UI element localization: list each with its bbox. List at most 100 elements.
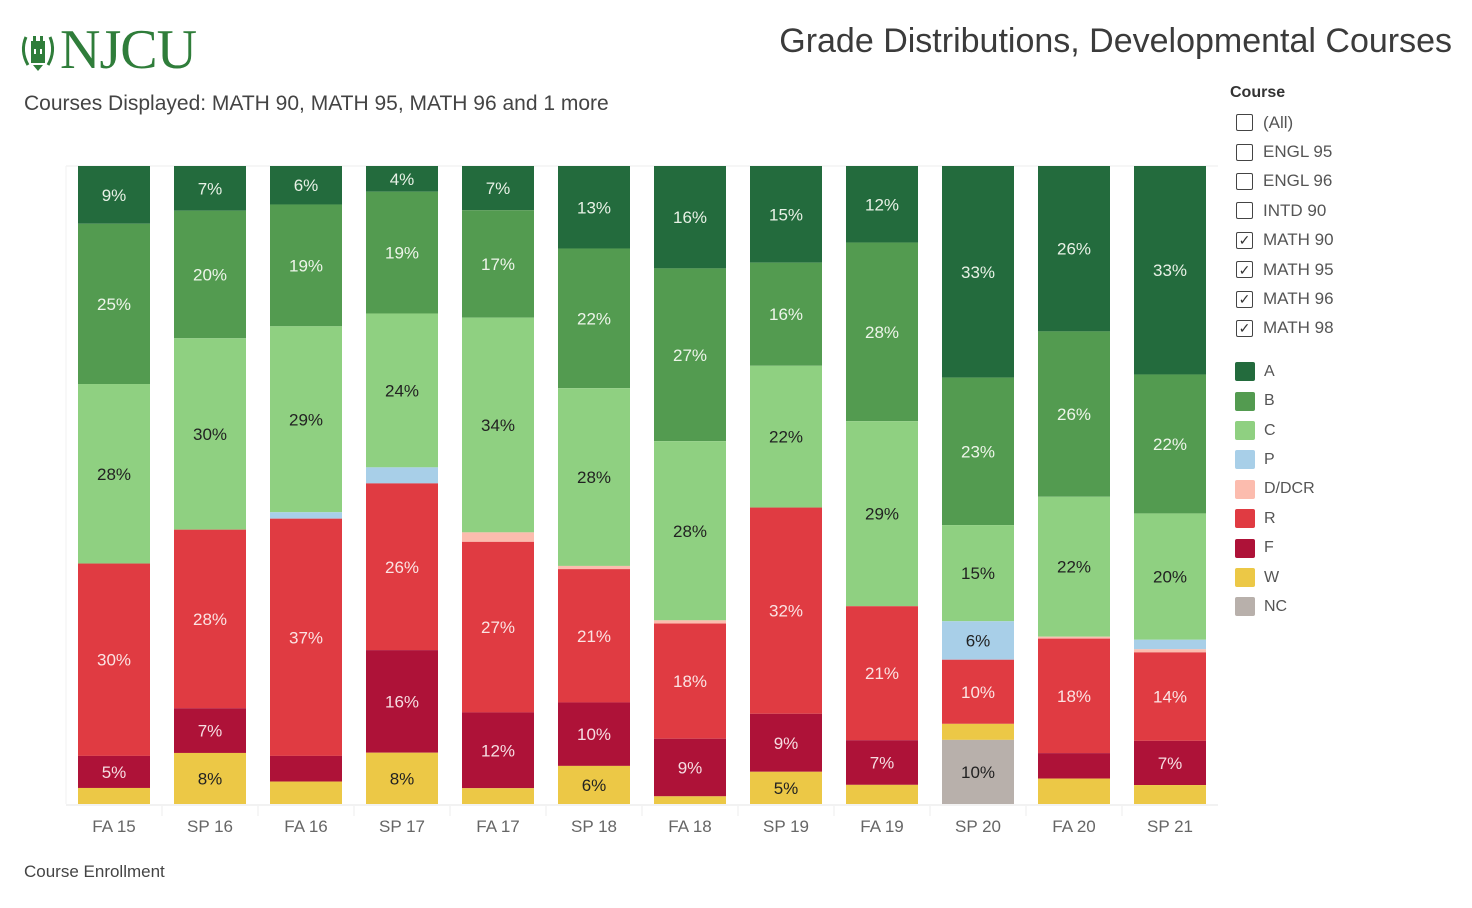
bar-segment-r[interactable] xyxy=(1038,638,1110,754)
checkbox-checked[interactable]: ✓ xyxy=(1236,319,1253,337)
bar-segment-a[interactable] xyxy=(942,166,1014,378)
bar-segment-a[interactable] xyxy=(270,166,342,205)
legend-item[interactable]: W xyxy=(1230,563,1334,592)
bar-segment-a[interactable] xyxy=(1134,166,1206,375)
checkbox-unchecked[interactable] xyxy=(1236,143,1253,161)
bar-segment-w[interactable] xyxy=(174,752,246,804)
bar-segment-w[interactable] xyxy=(1134,785,1206,804)
bar-segment-c[interactable] xyxy=(366,313,438,468)
bar-segment-c[interactable] xyxy=(942,525,1014,622)
bar-segment-f[interactable] xyxy=(1038,753,1110,779)
bar-segment-d-dcr[interactable] xyxy=(1038,636,1110,639)
bar-segment-p[interactable] xyxy=(1134,639,1206,650)
bar-segment-r[interactable] xyxy=(654,623,726,739)
bar-segment-a[interactable] xyxy=(366,166,438,192)
bar-segment-b[interactable] xyxy=(174,210,246,339)
course-filter-item[interactable]: ✓ MATH 90 xyxy=(1230,226,1334,255)
legend-item[interactable]: F xyxy=(1230,533,1334,562)
bar-segment-r[interactable] xyxy=(750,507,822,714)
bar-segment-b[interactable] xyxy=(942,377,1014,526)
bar-stack[interactable]: 12% 28% 29% 21% 7% xyxy=(846,166,918,804)
legend-item[interactable]: P xyxy=(1230,445,1334,474)
bar-segment-f[interactable] xyxy=(366,650,438,753)
bar-segment-r[interactable] xyxy=(942,659,1014,724)
bar-segment-b[interactable] xyxy=(1038,331,1110,497)
legend-item[interactable]: NC xyxy=(1230,592,1334,621)
bar-segment-b[interactable] xyxy=(750,262,822,366)
bar-segment-b[interactable] xyxy=(846,242,918,422)
bar-stack[interactable]: 7% 20% 30% 28% 7% 8% xyxy=(174,166,246,804)
course-filter-item[interactable]: ✓ MATH 96 xyxy=(1230,284,1334,313)
bar-stack[interactable]: 9% 25% 28% 30% 5% xyxy=(78,166,150,804)
bar-segment-a[interactable] xyxy=(462,166,534,211)
checkbox-unchecked[interactable] xyxy=(1236,172,1253,190)
bar-segment-d-dcr[interactable] xyxy=(462,532,534,542)
bar-segment-d-dcr[interactable] xyxy=(1134,649,1206,653)
bar-stack[interactable]: 26% 26% 22% 18% xyxy=(1038,166,1110,804)
bar-segment-c[interactable] xyxy=(270,326,342,513)
legend-item[interactable]: C xyxy=(1230,416,1334,445)
bar-stack[interactable]: 6% 19% 29% 37% xyxy=(270,166,342,804)
bar-segment-r[interactable] xyxy=(78,563,150,756)
bar-stack[interactable]: 4% 19% 24% 26% 16% 8% xyxy=(366,166,438,804)
checkbox-checked[interactable]: ✓ xyxy=(1236,261,1253,279)
bar-segment-r[interactable] xyxy=(462,541,534,713)
bar-segment-a[interactable] xyxy=(78,166,150,224)
bar-segment-a[interactable] xyxy=(1038,166,1110,332)
bar-stack[interactable]: 13% 22% 28% 21% 10% 6% xyxy=(558,166,630,804)
legend-item[interactable]: A xyxy=(1230,357,1334,386)
bar-segment-w[interactable] xyxy=(654,796,726,804)
bar-segment-d-dcr[interactable] xyxy=(654,620,726,624)
checkbox-unchecked[interactable] xyxy=(1236,114,1253,132)
legend-item[interactable]: B xyxy=(1230,387,1334,416)
course-filter-item[interactable]: (All) xyxy=(1230,108,1334,137)
legend-item[interactable]: R xyxy=(1230,504,1334,533)
bar-segment-c[interactable] xyxy=(846,421,918,607)
bar-segment-w[interactable] xyxy=(1038,778,1110,804)
bar-segment-w[interactable] xyxy=(558,765,630,804)
bar-segment-w[interactable] xyxy=(942,723,1014,740)
bar-segment-w[interactable] xyxy=(846,784,918,804)
bar-segment-w[interactable] xyxy=(462,788,534,804)
bar-segment-b[interactable] xyxy=(1134,374,1206,514)
bar-segment-b[interactable] xyxy=(558,248,630,389)
bar-segment-p[interactable] xyxy=(366,467,438,484)
bar-stack[interactable]: 33% 22% 20% 14% 7% xyxy=(1134,166,1206,804)
bar-segment-b[interactable] xyxy=(78,223,150,385)
bar-segment-r[interactable] xyxy=(270,518,342,756)
bar-segment-f[interactable] xyxy=(270,755,342,782)
checkbox-checked[interactable]: ✓ xyxy=(1236,290,1253,308)
bar-segment-c[interactable] xyxy=(174,338,246,530)
bar-segment-c[interactable] xyxy=(1134,513,1206,640)
bar-segment-c[interactable] xyxy=(654,441,726,621)
bar-segment-w[interactable] xyxy=(750,771,822,804)
bar-segment-w[interactable] xyxy=(270,781,342,804)
course-filter-item[interactable]: ✓ MATH 95 xyxy=(1230,255,1334,284)
bar-stack[interactable]: 33% 23% 15% 6% 10% 10% xyxy=(942,166,1014,804)
course-filter-item[interactable]: ENGL 96 xyxy=(1230,167,1334,196)
bar-segment-f[interactable] xyxy=(1134,740,1206,786)
bar-segment-f[interactable] xyxy=(174,708,246,753)
bar-segment-a[interactable] xyxy=(846,166,918,243)
bar-segment-r[interactable] xyxy=(366,483,438,651)
bar-segment-p[interactable] xyxy=(270,512,342,519)
bar-segment-p[interactable] xyxy=(942,621,1014,660)
bar-segment-f[interactable] xyxy=(846,740,918,785)
bar-segment-b[interactable] xyxy=(366,191,438,314)
bar-segment-f[interactable] xyxy=(78,755,150,788)
bar-stack[interactable]: 7% 17% 34% 27% 12% xyxy=(462,166,534,804)
bar-segment-c[interactable] xyxy=(78,384,150,564)
bar-segment-a[interactable] xyxy=(174,166,246,211)
legend-item[interactable]: D/DCR xyxy=(1230,475,1334,504)
bar-segment-b[interactable] xyxy=(462,210,534,318)
bar-segment-nc[interactable] xyxy=(942,739,1014,804)
bar-segment-b[interactable] xyxy=(654,268,726,442)
bar-segment-w[interactable] xyxy=(78,787,150,804)
bar-segment-f[interactable] xyxy=(654,738,726,797)
bar-segment-a[interactable] xyxy=(750,166,822,263)
bar-stack[interactable]: 16% 27% 28% 18% 9% xyxy=(654,166,726,804)
bar-segment-c[interactable] xyxy=(1038,496,1110,637)
bar-segment-r[interactable] xyxy=(174,529,246,709)
course-filter-item[interactable]: ✓ MATH 98 xyxy=(1230,314,1334,343)
checkbox-unchecked[interactable] xyxy=(1236,202,1253,220)
